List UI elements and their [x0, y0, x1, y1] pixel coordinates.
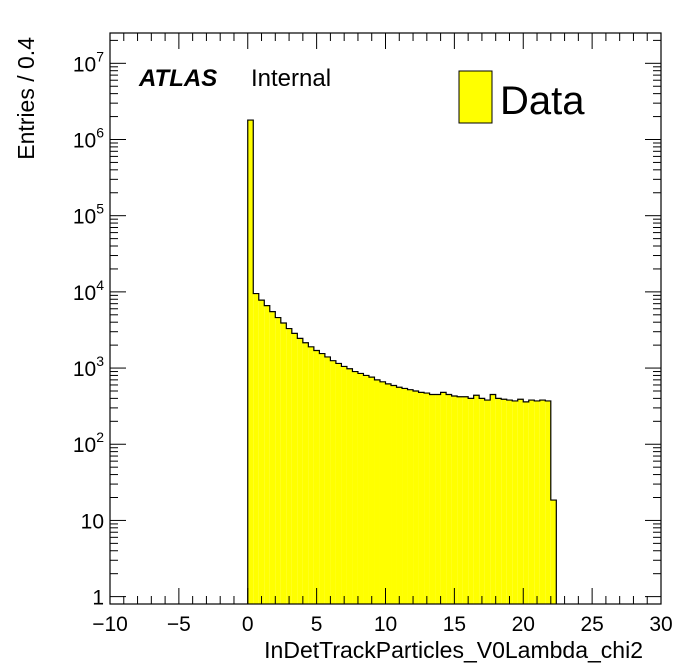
x-tick-label: 25	[580, 613, 603, 636]
histogram-bar	[484, 400, 491, 604]
histogram-bar	[363, 375, 369, 604]
histogram-bar	[495, 398, 502, 604]
histogram-bar	[501, 399, 507, 604]
histogram-bar	[539, 400, 546, 604]
atlas-label: ATLAS	[138, 65, 217, 92]
histogram-bar	[413, 390, 419, 604]
histogram-bar	[396, 387, 403, 604]
histogram-bar	[368, 377, 375, 604]
y-axis-ticks: 1 10 102 103 104 105 106 107	[73, 39, 661, 610]
internal-label: Internal	[251, 65, 331, 92]
histogram-bar	[545, 400, 551, 604]
histogram-bar	[286, 328, 292, 604]
x-axis-title: InDetTrackParticles_V0Lambda_chi2	[264, 637, 643, 663]
histogram-bar	[341, 366, 347, 604]
x-tick-label: 15	[443, 613, 466, 636]
histogram-bar	[385, 383, 392, 604]
histogram-bar	[247, 120, 254, 604]
x-tick-label: 0	[242, 613, 254, 636]
histogram-bar	[258, 300, 265, 604]
histogram-bar	[335, 363, 342, 604]
histogram-bar	[324, 356, 331, 604]
x-tick-label: −5	[167, 613, 191, 636]
histogram-bar	[407, 389, 414, 604]
histogram-bar	[379, 381, 386, 604]
y-tick-label: 107	[73, 48, 104, 76]
histogram-bar	[457, 396, 463, 604]
histogram-bar	[264, 305, 270, 604]
histogram-bar	[512, 400, 518, 604]
histogram-bar	[357, 373, 364, 604]
histogram-bar	[319, 353, 325, 604]
y-tick-label: 102	[73, 429, 104, 457]
x-tick-label: −10	[92, 613, 128, 636]
y-tick-label: 103	[73, 353, 104, 381]
histogram-bar	[550, 500, 557, 604]
histogram-bar	[269, 311, 276, 604]
x-axis-ticks: −10 −5 0 5 10 15 20 25 30	[92, 33, 673, 636]
histogram-bar	[418, 392, 425, 604]
histogram-bar	[297, 338, 303, 604]
x-tick-label: 5	[311, 613, 323, 636]
x-tick-label: 10	[374, 613, 397, 636]
y-tick-label: 106	[73, 125, 104, 153]
histogram-bar	[330, 360, 336, 604]
histogram-bar	[490, 394, 496, 604]
y-tick-label: 1	[92, 587, 104, 610]
y-tick-label: 10	[81, 510, 104, 533]
x-tick-label: 30	[649, 613, 672, 636]
histogram-bar	[402, 388, 408, 604]
histogram-bar	[462, 396, 469, 604]
histogram-bar	[479, 398, 485, 604]
legend-swatch	[458, 70, 493, 124]
y-tick-label: 105	[73, 201, 104, 229]
histogram-bar	[280, 323, 287, 604]
histogram-bar	[308, 346, 314, 604]
histogram-bars	[247, 119, 557, 604]
x-tick-label: 20	[512, 613, 535, 636]
histogram-bar	[346, 368, 353, 604]
legend: Data	[458, 70, 585, 124]
histogram-outline	[247, 119, 557, 604]
histogram-bar	[446, 394, 452, 604]
histogram-bar	[302, 342, 309, 604]
histogram-bar	[523, 401, 529, 604]
histogram-bar	[517, 399, 524, 604]
histogram-bar	[435, 394, 441, 604]
y-axis-title: Entries / 0.4	[13, 37, 39, 160]
y-tick-label: 104	[73, 277, 104, 305]
histogram-bar	[440, 392, 447, 604]
histogram-bar	[253, 293, 259, 604]
histogram-bar	[374, 379, 380, 604]
histogram-bar	[534, 400, 540, 604]
histogram-bar	[275, 317, 281, 604]
histogram-bar	[429, 394, 436, 604]
histogram-bar	[473, 395, 480, 604]
histogram-bar	[468, 398, 474, 604]
legend-label: Data	[500, 79, 585, 123]
histogram-bar	[291, 333, 298, 604]
histogram-bar	[506, 400, 513, 604]
histogram-bar	[391, 385, 397, 604]
histogram-bar	[424, 393, 430, 604]
histogram-bar	[313, 350, 320, 604]
histogram-bar	[352, 371, 358, 604]
histogram-bar	[451, 395, 458, 604]
histogram-bar	[528, 400, 535, 604]
